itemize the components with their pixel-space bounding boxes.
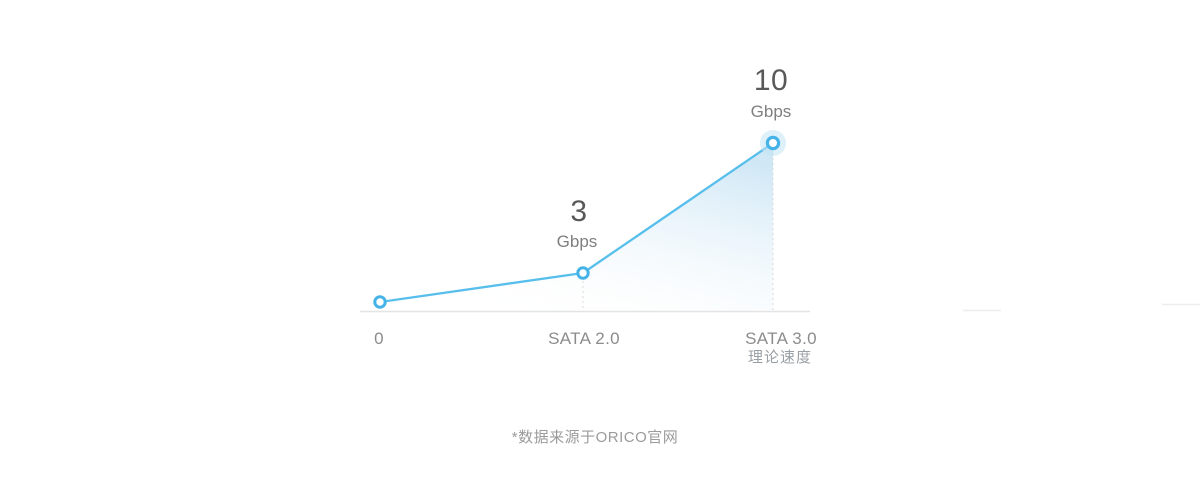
x-label-sata3: SATA 3.0 [745,329,817,348]
marker-point-0 [373,295,387,309]
marker-point-sata2 [576,266,590,280]
x-label-zero: 0 [374,329,384,348]
value-label-sata2-unit: Gbps [556,232,598,251]
value-label-sata3-unit: Gbps [750,102,792,121]
marker-point-sata3 [765,135,781,151]
value-label-sata3-number: 10 [753,64,789,97]
x-label-sata2: SATA 2.0 [548,329,620,348]
data-source-footnote: *数据来源于ORICO官网 [511,429,679,446]
x-sublabel-sata3-theoretical-speed: 理论速度 [747,349,813,366]
area-fill [380,143,773,311]
value-label-sata2-number: 3 [570,195,588,228]
